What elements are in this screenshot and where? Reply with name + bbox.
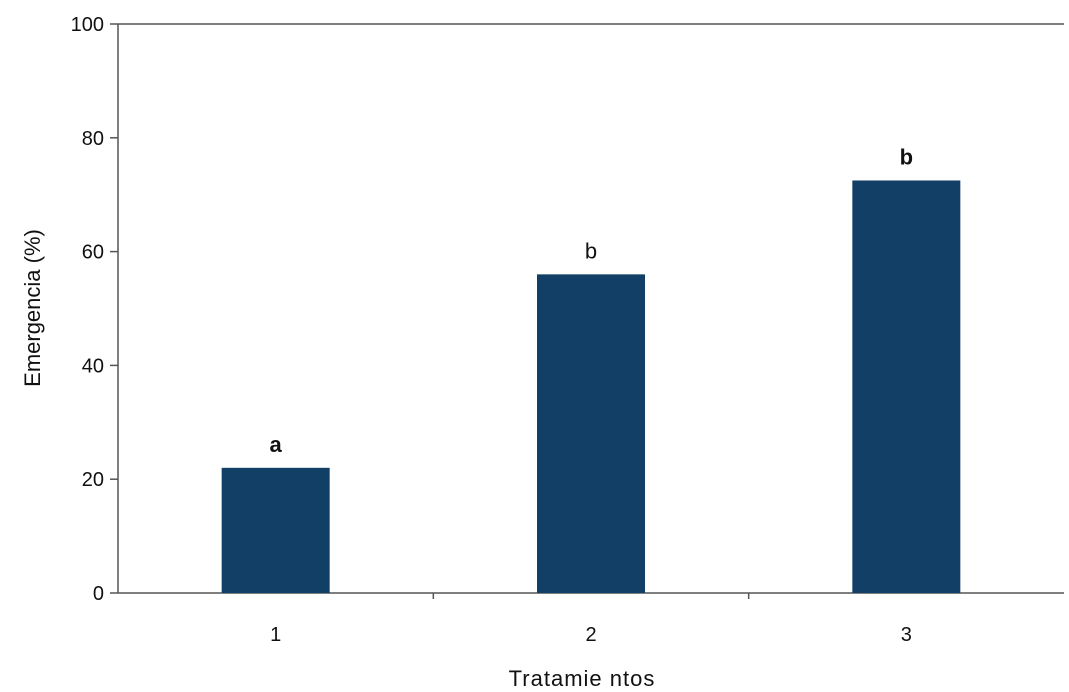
bar-2 — [537, 274, 645, 593]
bar-3 — [852, 180, 961, 593]
y-tick-label: 40 — [82, 355, 104, 377]
x-tick-label: 1 — [270, 624, 281, 646]
y-tick-label: 60 — [82, 242, 104, 264]
data-labels: a b b — [270, 144, 914, 456]
y-tick-label: 100 — [71, 14, 104, 36]
data-label-3: b — [900, 144, 913, 169]
data-label-1: a — [270, 432, 283, 457]
y-tick-label: 80 — [82, 128, 104, 150]
x-axis-title: Tratamie ntos — [509, 666, 656, 691]
data-label-2: b — [585, 238, 597, 263]
bars — [221, 180, 961, 593]
y-tick-label: 0 — [93, 583, 104, 605]
x-tick-label: 2 — [585, 624, 596, 646]
y-axis-title: Emergencia (%) — [20, 229, 45, 387]
x-tick-label: 3 — [901, 624, 912, 646]
y-axis-ticks: 0 20 40 60 80 100 — [71, 14, 118, 605]
bar-1 — [221, 467, 330, 593]
x-axis-ticks: 1 2 3 — [270, 593, 912, 646]
y-tick-label: 20 — [82, 469, 104, 491]
